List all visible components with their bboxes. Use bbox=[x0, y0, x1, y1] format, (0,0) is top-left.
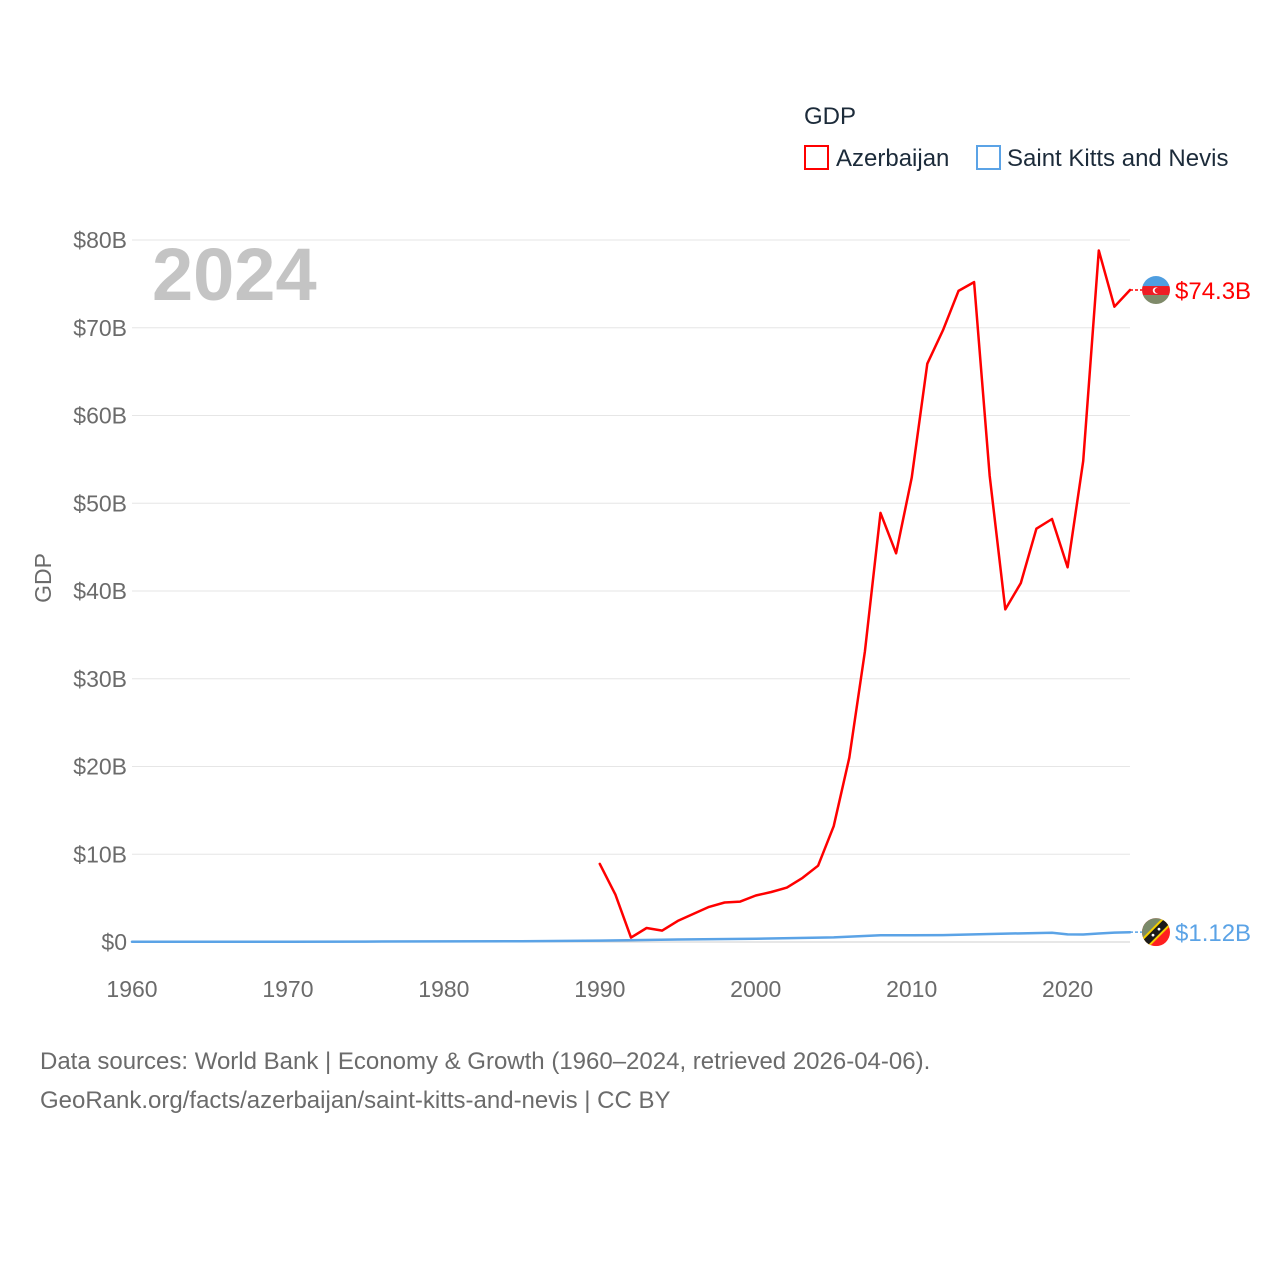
year-label: 2024 bbox=[152, 233, 317, 316]
series-lines bbox=[130, 249, 1132, 944]
y-tick-label: $60B bbox=[73, 403, 127, 429]
y-tick-label: $80B bbox=[73, 227, 127, 253]
x-tick-label: 2020 bbox=[1042, 976, 1093, 1002]
x-tick-label: 2000 bbox=[730, 976, 781, 1002]
x-axis-ticks: 1960 1970 1980 1990 2000 2010 2020 bbox=[106, 976, 1093, 1002]
y-axis-ticks: $0 $10B $20B $30B $40B $50B $60B $70B $80B bbox=[73, 227, 127, 955]
x-tick-label: 1970 bbox=[262, 976, 313, 1002]
series-end-markers: $1.12B $74.3B bbox=[1130, 276, 1251, 947]
y-tick-label: $0 bbox=[101, 929, 127, 955]
x-tick-label: 1960 bbox=[106, 976, 157, 1002]
legend: GDP Azerbaijan Saint Kitts and Nevis bbox=[804, 103, 1228, 172]
legend-swatch-azerbaijan[interactable] bbox=[804, 145, 829, 170]
end-value-label-azerbaijan: $74.3B bbox=[1175, 278, 1251, 305]
series-line-azerbaijan[interactable] bbox=[598, 249, 1132, 939]
y-tick-label: $40B bbox=[73, 578, 127, 604]
grid bbox=[132, 239, 1130, 943]
x-tick-label: 1990 bbox=[574, 976, 625, 1002]
legend-label-saint-kitts-and-nevis[interactable]: Saint Kitts and Nevis bbox=[1007, 145, 1228, 172]
series-line-saint-kitts-and-nevis[interactable] bbox=[130, 930, 1132, 944]
y-tick-label: $50B bbox=[73, 490, 127, 516]
y-tick-label: $10B bbox=[73, 841, 127, 867]
end-value-label-saint-kitts-and-nevis: $1.12B bbox=[1175, 920, 1251, 947]
source-url[interactable]: GeoRank.org/facts/azerbaijan/saint-kitts… bbox=[40, 1087, 671, 1114]
y-tick-label: $30B bbox=[73, 666, 127, 692]
azerbaijan-flag-icon bbox=[1142, 276, 1170, 305]
legend-title: GDP bbox=[804, 103, 856, 130]
x-tick-label: 2010 bbox=[886, 976, 937, 1002]
legend-label-azerbaijan[interactable]: Azerbaijan bbox=[836, 145, 949, 172]
y-tick-label: $20B bbox=[73, 754, 127, 780]
saint-kitts-and-nevis-flag-icon bbox=[1142, 918, 1170, 947]
x-tick-label: 1980 bbox=[418, 976, 469, 1002]
source-note: Data sources: World Bank | Economy & Gro… bbox=[40, 1048, 930, 1075]
y-tick-label: $70B bbox=[73, 315, 127, 341]
y-axis-title: GDP bbox=[30, 553, 56, 603]
legend-swatch-saint-kitts-and-nevis[interactable] bbox=[976, 145, 1001, 170]
